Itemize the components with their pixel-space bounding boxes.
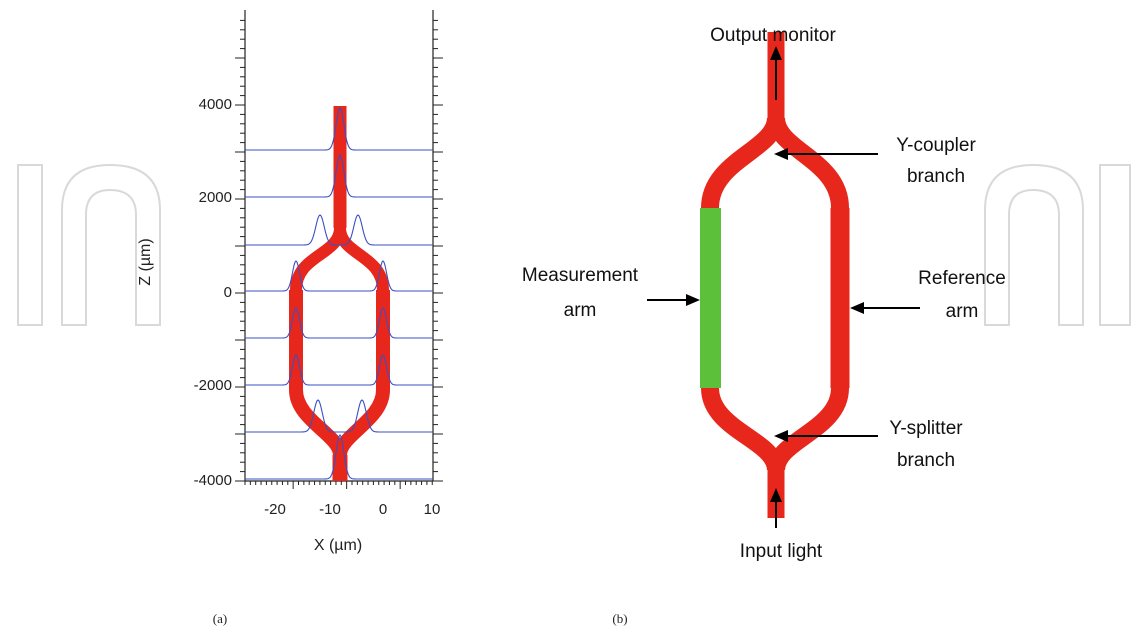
coupler-left-branch bbox=[701, 116, 785, 209]
y-tick-label: -2000 bbox=[194, 377, 232, 394]
watermark bbox=[17, 163, 1131, 326]
y-tick-label: -4000 bbox=[194, 472, 232, 489]
x-tick-label: 10 bbox=[424, 501, 441, 518]
panel-a: 4000 2000 0 -2000 -4000 -20 -10 0 10 X (… bbox=[137, 10, 443, 626]
mode-profile-curve bbox=[245, 214, 433, 246]
waveguide-structure bbox=[289, 106, 390, 481]
splitter-right-branch bbox=[767, 386, 849, 472]
reference-arrow-head bbox=[850, 302, 864, 314]
mode-profile-curve bbox=[245, 307, 433, 339]
output-monitor-label: Output monitor bbox=[710, 25, 836, 46]
x-tick-label: -20 bbox=[264, 501, 286, 518]
mode-profile-curve bbox=[245, 399, 433, 433]
panel-b: Output monitor Y-coupler branch Measurem… bbox=[522, 25, 1006, 626]
y-tick-label: 0 bbox=[224, 284, 232, 301]
y-splitter-label-line1: Y-splitter bbox=[889, 418, 963, 439]
y-coupler-label-line1: Y-coupler bbox=[896, 135, 976, 156]
axis-ticks bbox=[235, 19, 443, 489]
y-coupler-label-line2: branch bbox=[907, 166, 965, 187]
coupler-right bbox=[334, 227, 389, 291]
mode-profile-curve bbox=[245, 154, 433, 198]
splitter-arrow-head bbox=[774, 430, 788, 442]
measurement-label-line1: Measurement bbox=[522, 265, 639, 286]
input-arrow-head bbox=[770, 488, 782, 502]
measurement-label-line2: arm bbox=[564, 300, 597, 321]
output-arrow-head bbox=[770, 46, 782, 60]
measurement-arrow-head bbox=[686, 294, 700, 306]
y-splitter-label-line2: branch bbox=[897, 450, 955, 471]
arrows bbox=[647, 46, 920, 528]
mode-profile-curve bbox=[245, 434, 433, 480]
coupler-left bbox=[290, 227, 346, 291]
x-tick-label: 0 bbox=[379, 501, 387, 518]
y-axis-label: Z (µm) bbox=[137, 238, 154, 285]
panel-b-caption: (b) bbox=[612, 611, 627, 626]
y-tick-label: 2000 bbox=[199, 189, 232, 206]
mzi-waveguide bbox=[701, 32, 850, 518]
x-tick-label: -10 bbox=[319, 501, 341, 518]
splitter-right bbox=[333, 389, 390, 457]
x-axis-label: X (µm) bbox=[314, 537, 362, 554]
mode-profile-curve bbox=[245, 107, 433, 151]
coupler-arrow-head bbox=[774, 148, 788, 160]
mode-profile-curve bbox=[245, 260, 433, 292]
reference-label-line2: arm bbox=[946, 301, 979, 322]
panel-a-caption: (a) bbox=[213, 611, 227, 626]
input-light-label: Input light bbox=[740, 541, 823, 562]
y-tick-label: 4000 bbox=[199, 96, 232, 113]
splitter-left-branch bbox=[701, 386, 785, 472]
mode-profile-curve bbox=[245, 354, 433, 386]
mode-profiles bbox=[245, 107, 433, 480]
reference-label-line1: Reference bbox=[918, 268, 1006, 289]
measurement-arm bbox=[700, 208, 721, 388]
coupler-right-branch bbox=[767, 116, 849, 209]
